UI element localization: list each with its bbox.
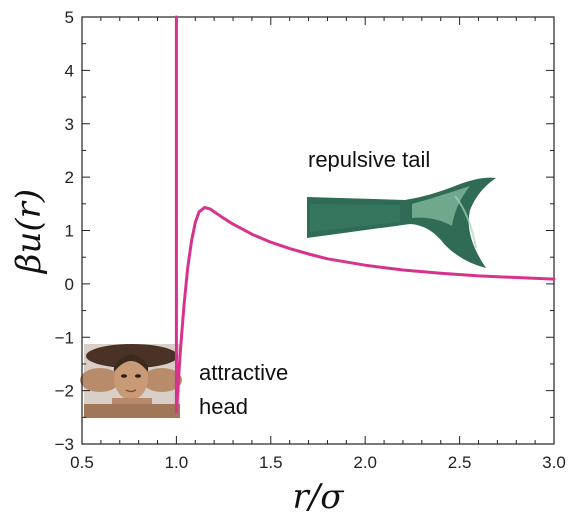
y-tick-label: 0 [65, 275, 74, 294]
x-tick-label: 3.0 [542, 453, 566, 472]
y-tick-label: −3 [55, 435, 74, 454]
repulsive-tail-label: repulsive tail [308, 147, 430, 172]
y-tick-label: −1 [55, 328, 74, 347]
attractive-head-label-line1: attractive [199, 360, 288, 385]
y-tick-label: 1 [65, 222, 74, 241]
y-tick-label: 3 [65, 115, 74, 134]
x-tick-label: 2.0 [353, 453, 377, 472]
series-layer [174, 15, 556, 414]
x-tick-label: 0.5 [70, 453, 94, 472]
mermaid-head-illustration [80, 344, 182, 418]
y-axis-title: βu(r) [9, 189, 49, 275]
potential-curve [174, 15, 556, 414]
mermaid-tail-illustration [307, 177, 496, 268]
x-tick-label: 1.5 [259, 453, 283, 472]
attractive-head-label-line2: head [199, 394, 248, 419]
y-tick-label: −2 [55, 382, 74, 401]
x-tick-labels: 0.5 1.0 1.5 2.0 2.5 3.0 [70, 453, 566, 472]
x-tick-label: 2.5 [448, 453, 472, 472]
y-tick-label: 2 [65, 168, 74, 187]
y-tick-labels: −3 −2 −1 0 1 2 3 4 5 [55, 8, 74, 454]
x-tick-label: 1.0 [165, 453, 189, 472]
y-tick-label: 4 [65, 61, 74, 80]
x-axis-title: r/σ [293, 477, 345, 513]
y-tick-label: 5 [65, 8, 74, 27]
